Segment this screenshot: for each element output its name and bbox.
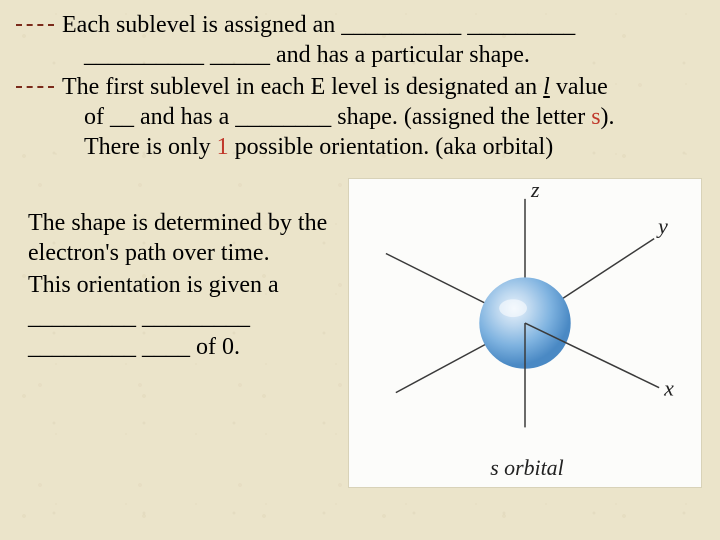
y-label: y <box>656 215 668 239</box>
bullet-item-2: The first sublevel in each E level is de… <box>14 72 702 162</box>
lower-text-block: The shape is determined by the electron'… <box>28 178 338 488</box>
shape-paragraph: The shape is determined by the electron'… <box>28 208 338 268</box>
orientation-blanks: _________ _________ _________ ____ of 0. <box>28 302 338 362</box>
bullet2-line3: There is only 1 possible orientation. (a… <box>62 132 702 162</box>
bullet1-line1: Each sublevel is assigned an __________ … <box>62 12 575 38</box>
bullet2-line2: of __ and has a ________ shape. (assigne… <box>62 102 702 132</box>
letter-s: s <box>591 104 600 130</box>
lower-row: The shape is determined by the electron'… <box>14 178 702 488</box>
bullet1-line2: __________ _____ and has a particular sh… <box>62 40 702 70</box>
bullet2-line1b: value <box>550 74 608 100</box>
orbital-diagram: z y x s orbital <box>348 178 702 488</box>
bullet-marker <box>16 24 54 26</box>
z-label: z <box>530 179 540 202</box>
slide-container: Each sublevel is assigned an __________ … <box>0 0 720 498</box>
sphere-highlight <box>499 299 527 317</box>
orbital-label: s orbital <box>490 456 563 480</box>
l-symbol: l <box>543 74 550 100</box>
orbital-svg: z y x s orbital <box>349 179 701 487</box>
bullet2-line1a: The first sublevel in each E level is de… <box>62 74 543 100</box>
number-1: 1 <box>217 134 229 160</box>
bullet-marker <box>16 86 54 88</box>
x-label: x <box>663 377 674 401</box>
bullet-item-1: Each sublevel is assigned an __________ … <box>14 10 702 70</box>
orientation-intro: This orientation is given a <box>28 270 338 300</box>
